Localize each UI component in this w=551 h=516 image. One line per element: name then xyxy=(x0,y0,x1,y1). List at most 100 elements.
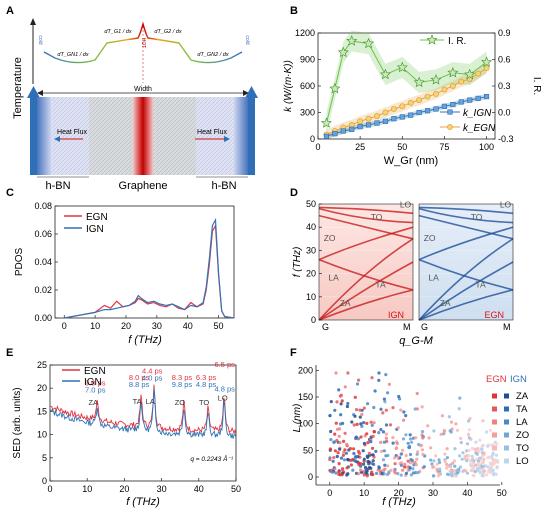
panel-e-xtick-label: 50 xyxy=(231,484,241,494)
panel-f-point xyxy=(463,457,468,461)
cold-label-left: cold xyxy=(37,35,43,44)
panel-f-ytick-label: 50 xyxy=(303,445,313,455)
panel-b-ytick-label: 1200 xyxy=(295,28,315,38)
panel-f-point xyxy=(438,469,442,473)
panel-d-branch xyxy=(418,238,514,321)
panel-f-point xyxy=(339,402,343,406)
panel-f-point xyxy=(341,468,345,472)
panel-b-legend-ir-marker xyxy=(426,34,438,45)
panel-f-point xyxy=(364,471,368,475)
panel-e-ytick-label: 0 xyxy=(42,476,47,486)
panel-e-peak-mode: ZA xyxy=(88,398,98,407)
panel-b-legend-ign-marker xyxy=(447,109,453,115)
panel-f-point xyxy=(382,397,386,401)
panel-f-point xyxy=(413,407,417,411)
panel-d-branch-label: TA xyxy=(475,280,486,290)
panel-f-point xyxy=(486,456,490,460)
panel-f-point xyxy=(446,472,450,476)
panel-f-point xyxy=(466,432,471,437)
panel-f-point xyxy=(340,399,344,403)
panel-f-point xyxy=(467,448,471,452)
panel-f-point xyxy=(336,451,340,455)
panel-b-ytick-label: 300 xyxy=(300,108,315,118)
dispersion-map-ign xyxy=(419,204,513,320)
panel-c-legend-label: EGN xyxy=(86,212,108,223)
panel-c-xtick-label: 50 xyxy=(214,321,224,331)
panel-f-point xyxy=(383,467,387,471)
panel-d-branch xyxy=(418,258,514,291)
panel-b-ign-point xyxy=(484,94,490,100)
panel-f-point xyxy=(361,449,365,453)
panel-f-point xyxy=(354,408,359,412)
panel-f-point xyxy=(335,454,339,459)
panel-f-point xyxy=(400,461,404,465)
panel-f-point xyxy=(366,455,370,459)
panel-c-series-egn xyxy=(64,223,235,319)
panel-b-xlabel: W_Gr (nm) xyxy=(384,155,438,167)
panel-f-point xyxy=(416,471,420,475)
panel-b-ir-point xyxy=(481,56,493,67)
panel-f-point xyxy=(394,471,398,475)
panel-f-point xyxy=(388,423,393,427)
panel-f-point xyxy=(449,465,453,469)
panel-f-point xyxy=(335,400,339,404)
panel-f: F 0 10 20 30 40 50 0 50 100 150 200 EGN IGN ZA TA LA ZO T… xyxy=(290,347,529,508)
panel-f-point xyxy=(414,463,418,467)
panel-b-ign-point xyxy=(408,112,414,118)
panel-f-legend-label: ZA xyxy=(516,391,529,402)
panel-b-egn-point xyxy=(458,78,465,85)
panel-d-branch xyxy=(318,206,414,215)
panel-f-point xyxy=(435,462,439,466)
panel-f-point xyxy=(365,421,369,425)
panel-f-ylabel: L (nm) xyxy=(292,404,303,433)
panel-letter-f: F xyxy=(290,347,297,359)
panel-e-peak-tau-egn: 9.0 ps xyxy=(85,378,106,387)
panel-f-point xyxy=(337,469,341,473)
panel-f-point xyxy=(458,396,462,400)
panel-f-legend-marker-egn xyxy=(492,393,497,399)
panel-f-point xyxy=(495,465,499,469)
panel-f-point xyxy=(348,447,352,451)
panel-e-xtick-label: 10 xyxy=(82,484,92,494)
panel-f-point xyxy=(391,436,395,440)
panel-f-point xyxy=(352,423,356,427)
panel-f-point xyxy=(339,456,344,460)
temperature-profile-curve xyxy=(43,21,243,64)
panel-f-point xyxy=(372,455,376,459)
panel-f-point xyxy=(345,466,349,470)
width-label: Width xyxy=(134,86,152,93)
panel-f-point xyxy=(491,473,496,477)
panel-f-point xyxy=(448,429,452,433)
panel-f-point xyxy=(454,422,458,426)
panel-f-point xyxy=(408,461,412,465)
panel-e-peak-tau-egn: 6.5 ps xyxy=(214,360,235,369)
panel-f-legend-header-ign: IGN xyxy=(510,374,527,385)
panel-f-point xyxy=(329,400,333,404)
panel-f-point xyxy=(457,407,461,411)
panel-d-ylabel: f (THz) xyxy=(292,247,303,278)
panel-d-branch-label: LA xyxy=(428,273,439,283)
panel-f-point xyxy=(396,455,400,459)
panel-f-point xyxy=(465,471,469,475)
panel-d-tick-g-right: G xyxy=(421,322,428,332)
panel-f-point xyxy=(362,441,366,446)
panel-c-ytick-label: 0.06 xyxy=(34,229,52,239)
panel-f-point xyxy=(412,463,416,467)
panel-f-point xyxy=(443,452,447,456)
panel-f-point xyxy=(438,467,442,471)
panel-d-branch-label: LO xyxy=(500,199,512,209)
panel-e-legend-label: EGN xyxy=(84,366,106,377)
panel-e-ylabel: SED (arb. units) xyxy=(12,387,23,458)
panel-e-ytick-label: 25 xyxy=(37,360,47,370)
panel-f-point xyxy=(328,447,332,451)
panel-d-plot: LO TO ZO LA TA ZA LO TO ZO LA TA ZA 0 10 20 30 40 50 xyxy=(306,199,514,325)
panel-f-point xyxy=(345,473,349,477)
panel-c-xtick-label: 30 xyxy=(152,321,162,331)
panel-f-point xyxy=(333,467,337,471)
panel-f-point xyxy=(409,458,413,462)
panel-f-point xyxy=(357,378,361,382)
gradient-label-gn1: dT_GN1 / dx xyxy=(57,52,88,58)
panel-f-point xyxy=(404,471,408,475)
panel-f-point xyxy=(494,472,498,476)
